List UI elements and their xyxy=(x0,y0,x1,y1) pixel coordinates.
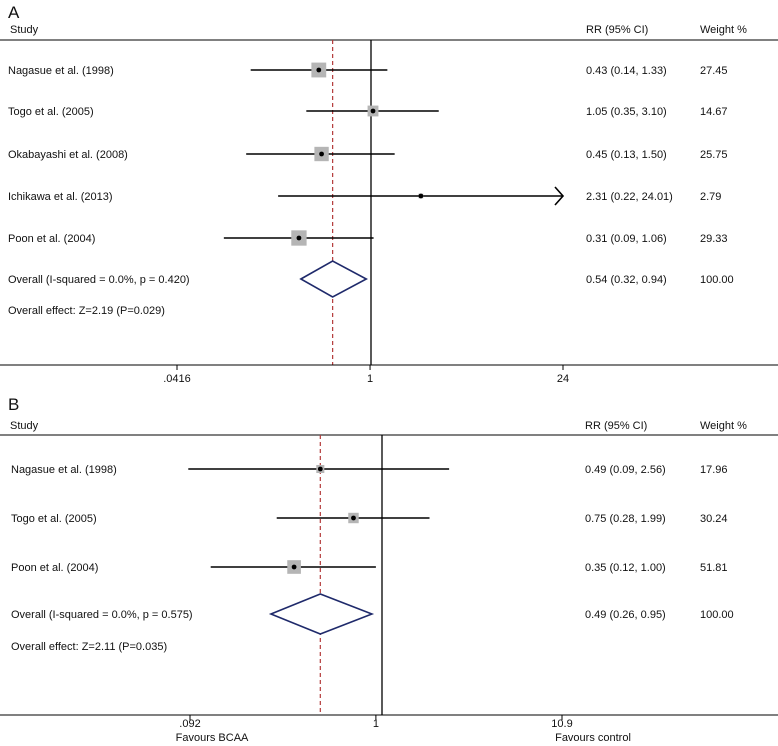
panel-a-study-weight-text: 27.45 xyxy=(700,65,728,77)
panel-b-study-point-estimate xyxy=(317,466,323,472)
panel-a-x-tick-label: 24 xyxy=(557,373,569,385)
panel-b-study-ci-text: 0.35 (0.12, 1.00) xyxy=(585,562,666,574)
panel-b-study-point-estimate xyxy=(351,515,356,521)
panel-a-effect-header: RR (95% CI) xyxy=(586,24,648,36)
panel-b-overall-weight-text: 100.00 xyxy=(700,609,734,621)
panel-b-study-weight-text: 30.24 xyxy=(700,513,728,525)
panel-b-study-weight-text: 51.81 xyxy=(700,562,728,574)
panel-a-study-header: Study xyxy=(10,24,39,36)
panel-b-effect-header: RR (95% CI) xyxy=(585,420,647,432)
panel-b-favours-left: Favours BCAA xyxy=(176,732,249,744)
panel-a-study-weight-text: 25.75 xyxy=(700,149,728,161)
panel-a-x-tick-label: .0416 xyxy=(163,373,191,385)
panel-a-overall-diamond xyxy=(299,260,368,298)
panel-a-study-weight-text: 29.33 xyxy=(700,233,728,245)
panel-a-study-ci-text: 1.05 (0.35, 3.10) xyxy=(586,106,667,118)
panel-a-overall-effect-text: Overall effect: Z=2.19 (P=0.029) xyxy=(8,305,165,317)
panel-b-weight-header: Weight % xyxy=(700,420,747,432)
panel-b-x-tick-label: 10.9 xyxy=(551,718,572,730)
panel-a-overall-label: Overall (I-squared = 0.0%, p = 0.420) xyxy=(8,274,190,286)
panel-b-favours-right: Favours control xyxy=(555,732,631,744)
panel-b-overall-label: Overall (I-squared = 0.0%, p = 0.575) xyxy=(11,609,193,621)
panel-a-overall-weight-text: 100.00 xyxy=(700,274,734,286)
panel-b-overall-ci-text: 0.49 (0.26, 0.95) xyxy=(585,609,666,621)
panel-a-weight-header: Weight % xyxy=(700,24,747,36)
panel-a-study-weight-text: 2.79 xyxy=(700,191,721,203)
panel-a-study-name: Okabayashi et al. (2008) xyxy=(8,149,128,161)
panel-a-overall-ci-text: 0.54 (0.32, 0.94) xyxy=(586,274,667,286)
panel-b-study-ci-text: 0.49 (0.09, 2.56) xyxy=(585,464,666,476)
panel-b-study-header: Study xyxy=(10,420,39,432)
panel-b-study-point-estimate xyxy=(291,564,297,570)
panel-b-overall-effect-text: Overall effect: Z=2.11 (P=0.035) xyxy=(11,641,167,653)
panel-a-study-point-estimate xyxy=(418,193,424,199)
panel-a-study-point-estimate xyxy=(316,67,322,73)
panel-b-study-name: Poon et al. (2004) xyxy=(11,562,98,574)
panel-a-study-point-estimate xyxy=(370,108,376,114)
panel-a-study-name: Poon et al. (2004) xyxy=(8,233,95,245)
panel-a-x-tick-label: 1 xyxy=(367,373,373,385)
panel-b-study-name: Togo et al. (2005) xyxy=(11,513,97,525)
panel-b-study-name: Nagasue et al. (1998) xyxy=(11,464,117,476)
panel-b-overall-diamond xyxy=(268,593,375,635)
panel-b-x-tick-label: 1 xyxy=(373,718,379,730)
panel-a-study-name: Ichikawa et al. (2013) xyxy=(8,191,113,203)
panel-a-study-name: Togo et al. (2005) xyxy=(8,106,94,118)
panel-a-study-point-estimate xyxy=(319,151,324,157)
panel-b-study-ci-text: 0.75 (0.28, 1.99) xyxy=(585,513,666,525)
panel-a-study-weight-text: 14.67 xyxy=(700,106,728,118)
panel-a-study-ci-arrow xyxy=(554,186,565,206)
panel-a-study-ci-text: 2.31 (0.22, 24.01) xyxy=(586,191,673,203)
panel-a-study-ci-text: 0.45 (0.13, 1.50) xyxy=(586,149,667,161)
panel-b-label: B xyxy=(8,395,19,414)
panel-b-study-weight-text: 17.96 xyxy=(700,464,728,476)
panel-a-study-ci-text: 0.31 (0.09, 1.06) xyxy=(586,233,667,245)
panel-a-study-point-estimate xyxy=(296,235,302,241)
panel-a-study-name: Nagasue et al. (1998) xyxy=(8,65,114,77)
panel-b-x-tick-label: .092 xyxy=(179,718,200,730)
panel-a-label: A xyxy=(8,3,20,22)
panel-a-study-ci-text: 0.43 (0.14, 1.33) xyxy=(586,65,667,77)
